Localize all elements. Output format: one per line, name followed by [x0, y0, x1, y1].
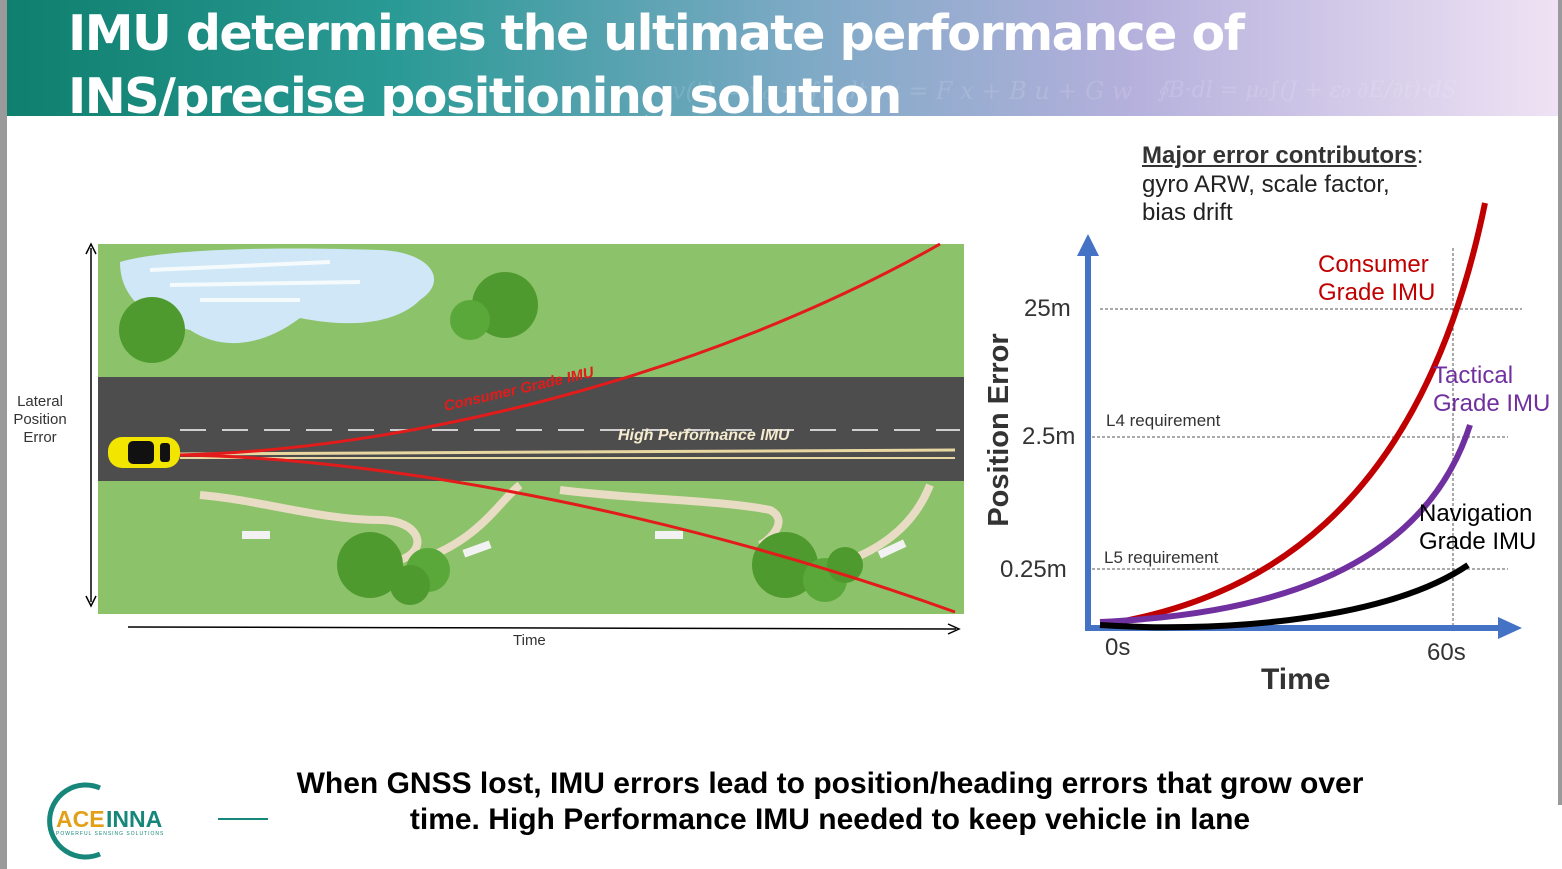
- title-banner: [7, 0, 1558, 116]
- series-label-line: Grade IMU: [1419, 528, 1537, 555]
- formula-watermark: ∮B·dl = μ₀∫(J + ε₀ ∂E/∂t)·dS: [1157, 78, 1457, 103]
- consumer-grade-series-label: Consumer Grade IMU: [1318, 251, 1435, 307]
- high-performance-label: High Performance IMU: [618, 427, 790, 444]
- contributors-heading: Major error contributors:: [1142, 142, 1423, 170]
- tree: [119, 297, 185, 363]
- contributors-line-1: gyro ARW, scale factor,: [1142, 171, 1390, 198]
- left-border: [0, 0, 7, 869]
- svg-text:ACE: ACE: [56, 806, 105, 832]
- navigation-grade-series-label: Navigation Grade IMU: [1419, 500, 1536, 556]
- contributors-colon: :: [1416, 142, 1424, 169]
- consumer-error-lower: [179, 453, 956, 614]
- pond: [120, 248, 435, 344]
- series-label-line: Consumer: [1318, 251, 1429, 278]
- footer-statement: When GNSS lost, IMU errors lead to posit…: [296, 767, 1364, 836]
- series-label-line: Grade IMU: [1433, 390, 1551, 417]
- y-axis-label: Position Error: [983, 333, 1015, 527]
- l5-requirement-label: L5 requirement: [1104, 548, 1219, 567]
- formula-watermark: v(t) = v₀ + ∫a dt: [672, 77, 868, 105]
- y-axis-arrow-icon: [1077, 234, 1099, 256]
- y-tick-25m: 25m: [1024, 295, 1071, 322]
- consumer-grade-curve: [1107, 202, 1488, 627]
- bench: [242, 531, 270, 539]
- l4-requirement-label: L4 requirement: [1106, 411, 1221, 430]
- right-border: [1558, 0, 1562, 805]
- tree: [390, 565, 430, 605]
- path: [199, 491, 422, 564]
- tree: [450, 300, 490, 340]
- x-tick-0s: 0s: [1105, 634, 1131, 661]
- contributors-heading-text: Major error contributors: [1142, 142, 1417, 169]
- car-icon: [108, 437, 180, 468]
- series-label-line: Grade IMU: [1318, 279, 1436, 306]
- lateral-position-error-label: Lateral Position Error: [13, 393, 67, 446]
- aceinna-logo: ACE INNA POWERFUL SENSING SOLUTIONS: [47, 782, 164, 860]
- contributors-line-2: bias drift: [1142, 199, 1233, 226]
- svg-text:POWERFUL SENSING SOLUTIONS: POWERFUL SENSING SOLUTIONS: [56, 831, 164, 837]
- high-performance-line: [179, 448, 956, 456]
- y-tick-0-25m: 0.25m: [1000, 556, 1067, 583]
- slide-title: IMU determines the ultimate performance …: [68, 5, 1245, 125]
- tree: [752, 532, 818, 598]
- x-axis-arrow-icon: [1498, 617, 1522, 639]
- bench: [877, 539, 907, 559]
- tactical-grade-curve: [1099, 424, 1473, 625]
- svg-text:INNA: INNA: [106, 806, 162, 832]
- tree: [827, 547, 863, 583]
- bench: [462, 540, 492, 558]
- formula-watermark: x = F x + B u + G w: [887, 77, 1133, 105]
- time-axis-arrow: [127, 623, 961, 635]
- series-label-line: Navigation: [1419, 500, 1533, 527]
- bench: [655, 531, 683, 539]
- footer-divider: [218, 818, 268, 820]
- x-tick-60s: 60s: [1427, 639, 1466, 666]
- consumer-error-upper: [179, 242, 941, 457]
- tree: [337, 532, 403, 598]
- series-label-line: Tactical: [1433, 362, 1514, 389]
- lateral-error-axis: [85, 242, 97, 608]
- time-label: Time: [513, 632, 546, 649]
- y-tick-2-5m: 2.5m: [1022, 423, 1076, 450]
- x-axis-label: Time: [1261, 663, 1331, 696]
- navigation-grade-curve: [1099, 562, 1470, 631]
- tactical-grade-series-label: Tactical Grade IMU: [1433, 362, 1550, 418]
